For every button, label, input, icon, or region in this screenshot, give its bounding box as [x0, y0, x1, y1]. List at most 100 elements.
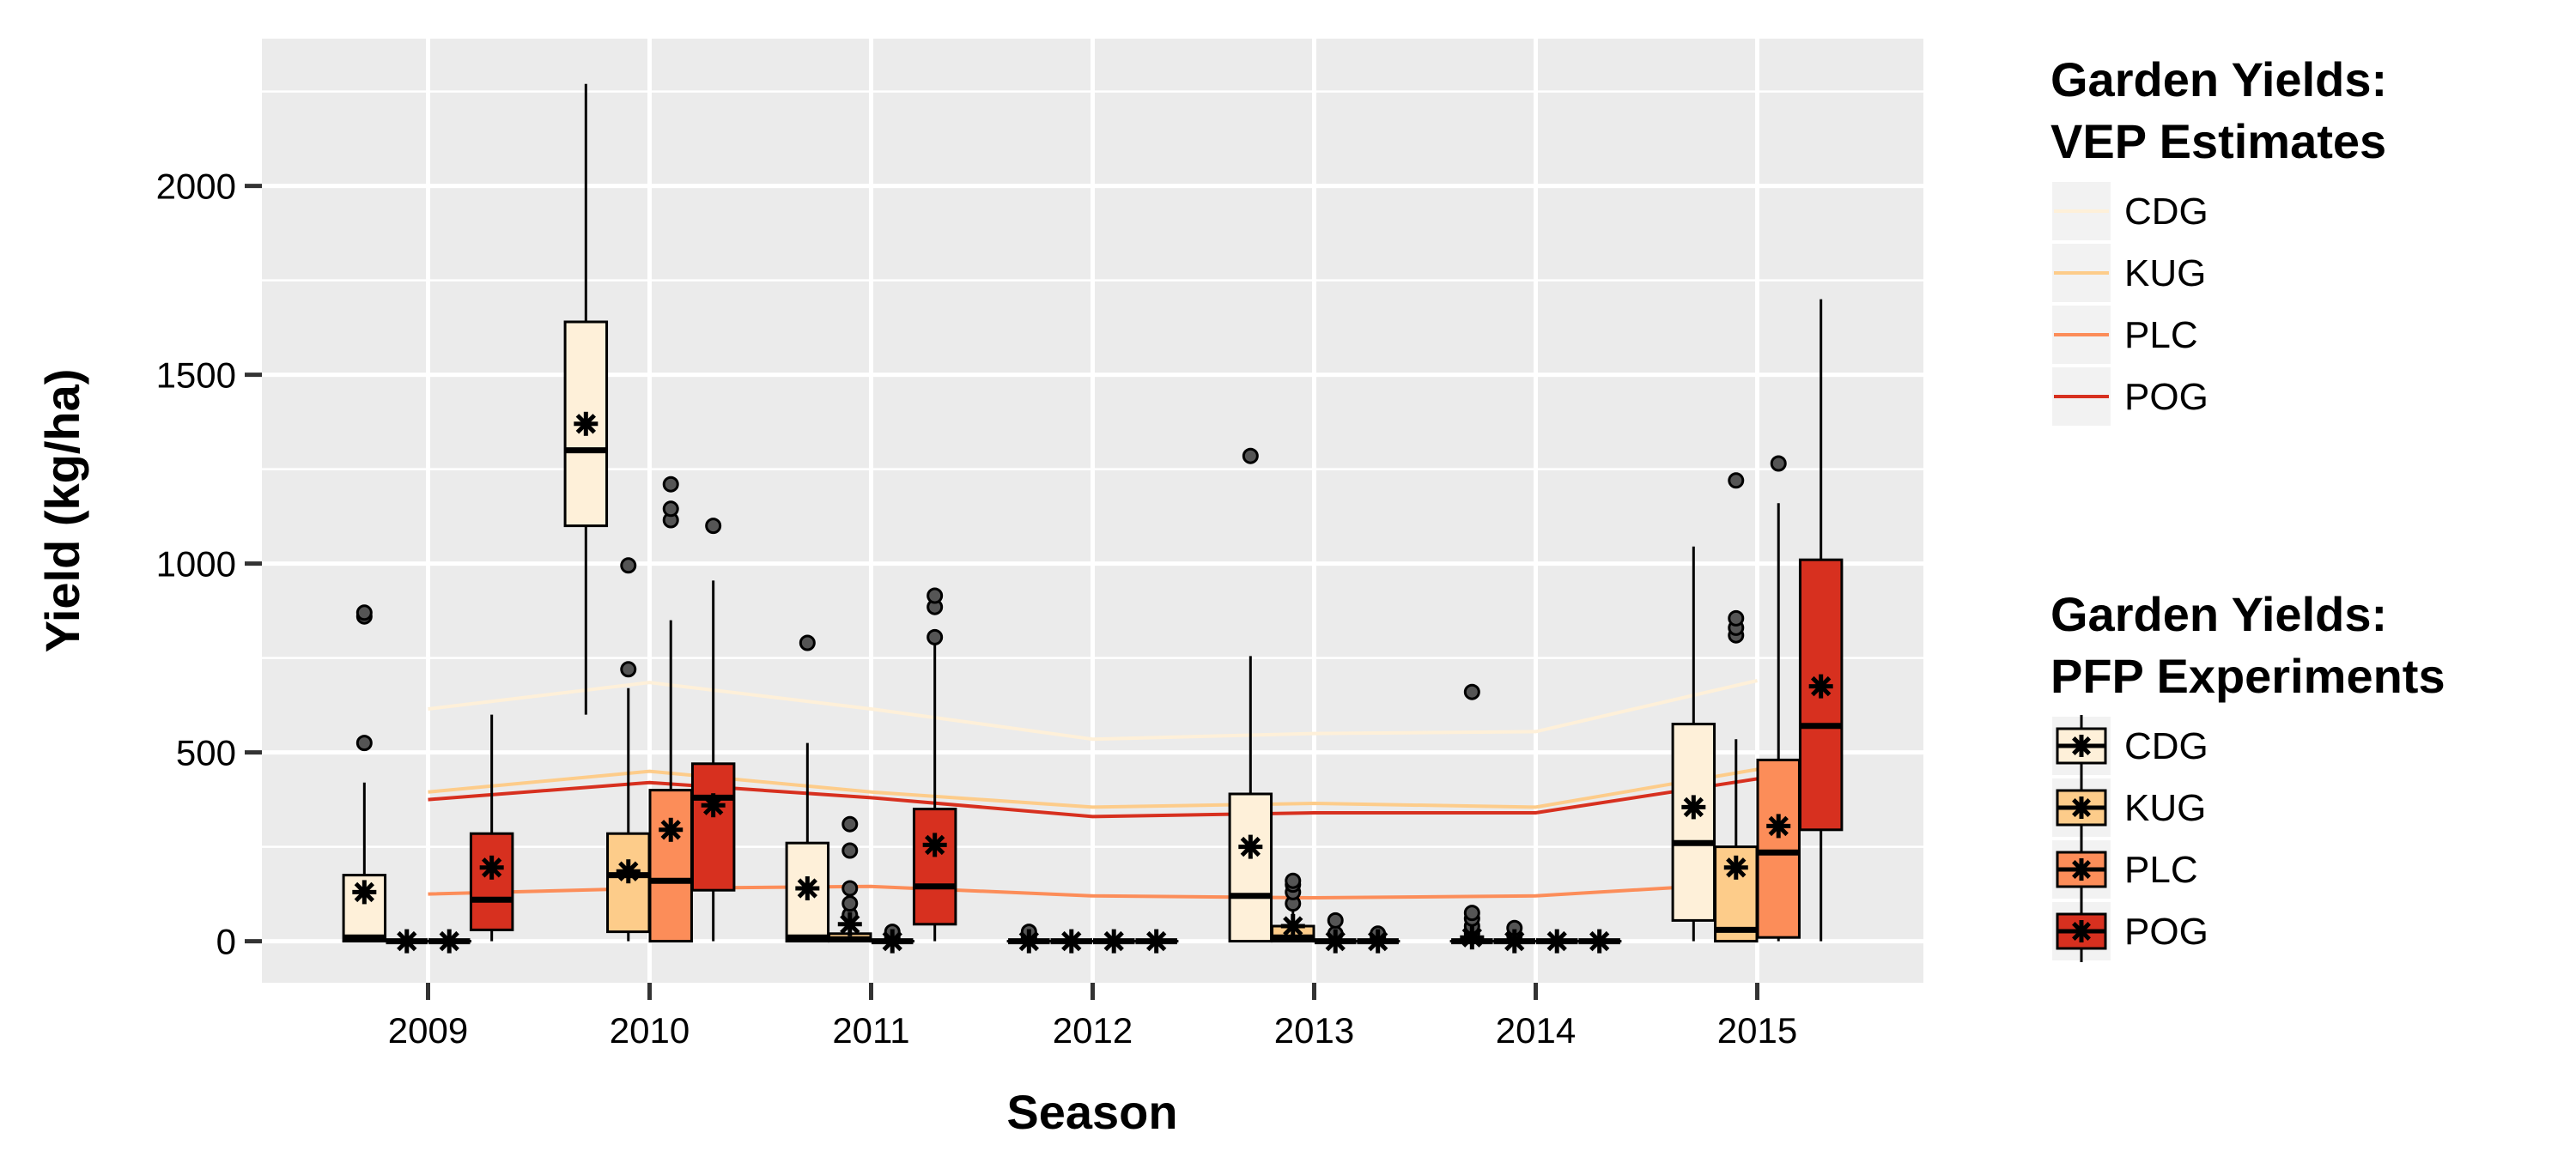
x-tick-label: 2011 — [832, 1010, 909, 1051]
outlier-point — [357, 606, 371, 620]
y-axis: 0 500 1000 1500 2000 — [156, 167, 262, 962]
legend-vep-item-plc: PLC — [2052, 306, 2198, 364]
legend-vep-keys: CDG KUG PLC POG — [2052, 182, 2208, 426]
outlier-point — [707, 519, 720, 533]
mean-marker — [880, 930, 904, 954]
outlier-point — [1286, 874, 1300, 887]
mean-marker — [480, 856, 504, 880]
y-tick-label: 500 — [176, 733, 236, 773]
outlier-point — [622, 559, 635, 572]
box-body — [914, 809, 955, 924]
outlier-point — [1729, 474, 1743, 488]
legend-pfp-title-line2: PFP Experiments — [2050, 649, 2445, 703]
outlier-point — [843, 881, 857, 895]
legend-vep-item-cdg: CDG — [2052, 182, 2208, 240]
legend-pfp-label: KUG — [2124, 787, 2206, 829]
x-tick-label: 2015 — [1717, 1010, 1797, 1051]
x-axis-title: Season — [1006, 1085, 1177, 1139]
outlier-point — [664, 502, 677, 516]
outlier-point — [800, 636, 814, 650]
box-body — [471, 833, 512, 930]
mean-marker — [1588, 930, 1612, 954]
x-axis: 2009 2010 2011 2012 2013 2014 2015 — [388, 983, 1797, 1051]
mean-marker — [1238, 835, 1262, 859]
outlier-point — [843, 897, 857, 911]
outlier-point — [357, 736, 371, 750]
box-body — [1230, 794, 1271, 942]
x-tick-label: 2012 — [1053, 1010, 1133, 1051]
box-body — [650, 790, 691, 942]
legend-pfp-item-pog: POG — [2052, 900, 2208, 962]
legend-key-mean — [2070, 858, 2093, 881]
legend-vep-label: PLC — [2124, 314, 2198, 356]
legend-pfp-experiments: Garden Yields: PFP Experiments CDG KUG PLC… — [2050, 587, 2445, 962]
outlier-point — [664, 477, 677, 491]
mean-marker — [702, 793, 726, 817]
legend-pfp-keys: CDG KUG PLC POG — [2052, 715, 2208, 962]
legend-vep-label: CDG — [2124, 191, 2208, 233]
box-body — [692, 764, 733, 890]
mean-marker — [1017, 930, 1041, 954]
legend-pfp-title-line1: Garden Yields: — [2050, 587, 2387, 641]
mean-marker — [1102, 930, 1126, 954]
legend-vep-estimates: Garden Yields: VEP Estimates CDG KUG PLC PO… — [2050, 52, 2387, 426]
legend-vep-label: KUG — [2124, 252, 2206, 294]
legend-key-mean — [2070, 920, 2093, 942]
legend-pfp-label: POG — [2124, 911, 2208, 953]
mean-marker — [838, 912, 862, 936]
legend-pfp-item-kug: KUG — [2052, 777, 2206, 839]
mean-marker — [1724, 856, 1748, 880]
legend-vep-title-line2: VEP Estimates — [2050, 114, 2386, 168]
mean-marker — [659, 818, 683, 842]
legend-pfp-label: PLC — [2124, 849, 2198, 891]
legend-vep-item-kug: KUG — [2052, 244, 2206, 302]
mean-marker — [1145, 930, 1169, 954]
outlier-point — [1729, 611, 1743, 625]
y-tick-label: 1500 — [156, 355, 236, 396]
mean-marker — [923, 833, 947, 857]
outlier-point — [928, 589, 942, 603]
legend-key-mean — [2070, 735, 2093, 757]
mean-marker — [1766, 814, 1790, 838]
legend-pfp-item-plc: PLC — [2052, 839, 2198, 900]
y-tick-label: 2000 — [156, 167, 236, 207]
mean-marker — [1460, 925, 1484, 949]
mean-marker — [1809, 675, 1833, 699]
y-tick-label: 0 — [216, 922, 236, 962]
outlier-point — [1328, 913, 1342, 927]
mean-marker — [1366, 930, 1390, 954]
y-axis-title: Yield (kg/ha) — [35, 369, 89, 653]
x-tick-label: 2014 — [1496, 1010, 1576, 1051]
mean-marker — [437, 930, 461, 954]
mean-marker — [352, 880, 376, 904]
outlier-point — [843, 844, 857, 857]
y-tick-label: 1000 — [156, 544, 236, 585]
outlier-point — [843, 817, 857, 831]
outlier-point — [1771, 457, 1785, 470]
mean-marker — [1545, 930, 1569, 954]
mean-marker — [574, 412, 598, 436]
mean-marker — [1060, 930, 1084, 954]
x-tick-label: 2013 — [1274, 1010, 1354, 1051]
mean-marker — [617, 859, 641, 883]
outlier-point — [622, 663, 635, 676]
legend-pfp-label: CDG — [2124, 725, 2208, 767]
mean-marker — [1503, 930, 1527, 954]
mean-marker — [1323, 930, 1347, 954]
mean-marker — [795, 876, 819, 900]
mean-marker — [1281, 914, 1305, 938]
outlier-point — [1243, 449, 1257, 463]
mean-marker — [395, 930, 419, 954]
legend-vep-item-pog: POG — [2052, 367, 2208, 426]
x-tick-label: 2010 — [610, 1010, 690, 1051]
legend-vep-label: POG — [2124, 376, 2208, 418]
box-body — [1673, 724, 1714, 921]
outlier-point — [1465, 685, 1479, 699]
legend-vep-title-line1: Garden Yields: — [2050, 52, 2387, 106]
mean-marker — [1681, 795, 1705, 819]
x-tick-label: 2009 — [388, 1010, 468, 1051]
outlier-point — [928, 630, 942, 644]
box-body — [1758, 760, 1799, 937]
